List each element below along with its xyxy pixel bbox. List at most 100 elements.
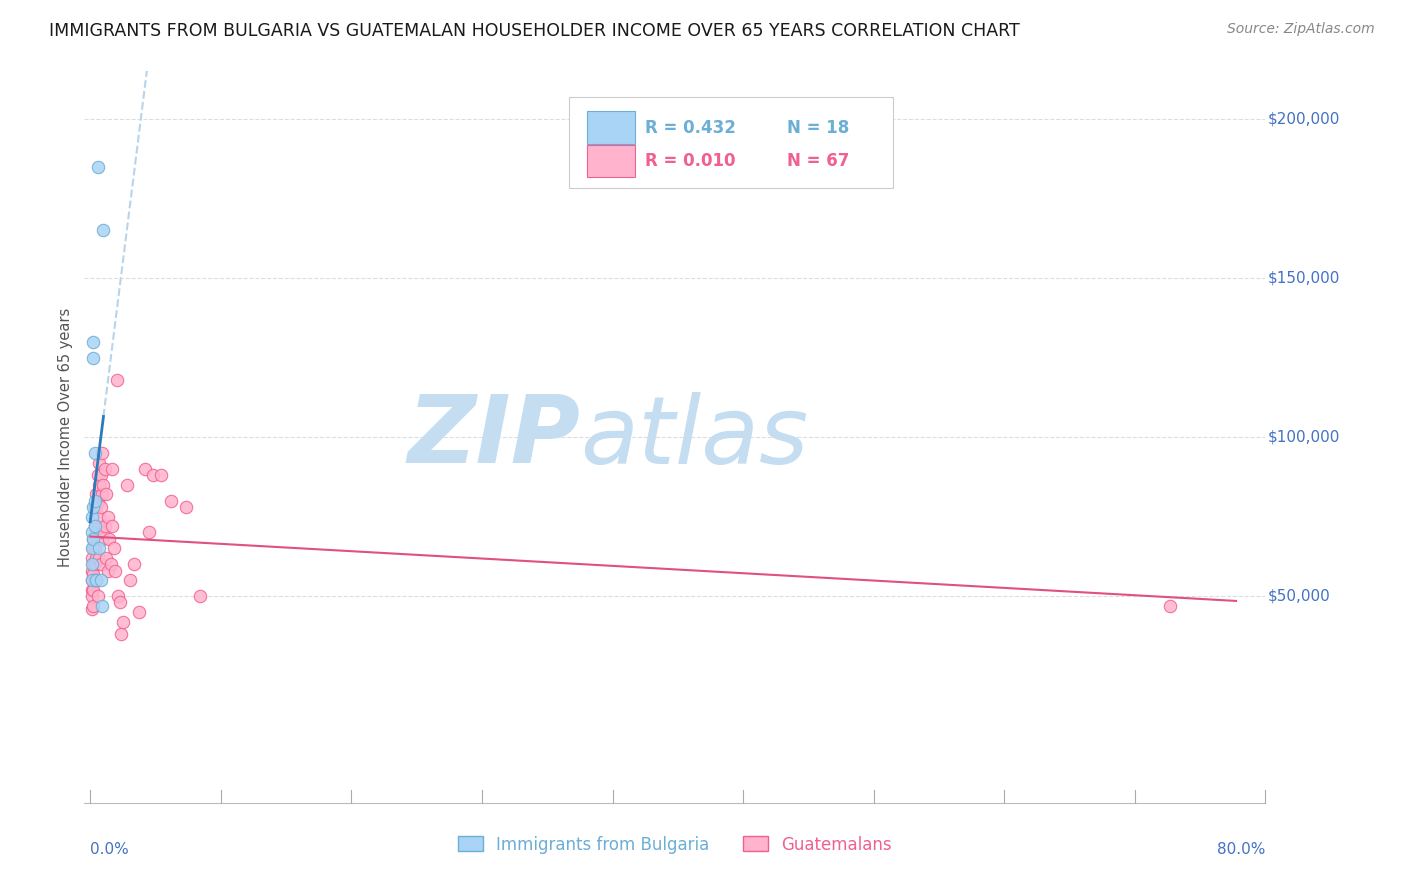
Point: [84, 573, 107, 587]
Text: $50,000: $50,000: [1268, 589, 1330, 604]
Point: [94, 519, 117, 533]
Point: [91, 599, 114, 613]
Point: [128, 605, 150, 619]
Point: [83, 519, 105, 533]
Point: [82, 566, 104, 581]
Point: [96, 550, 118, 565]
Point: [103, 541, 125, 556]
Point: [89, 500, 111, 514]
Point: [80, 564, 103, 578]
Point: [86, 160, 108, 174]
Text: $200,000: $200,000: [1268, 112, 1340, 127]
Y-axis label: Householder Income Over 65 years: Householder Income Over 65 years: [58, 308, 73, 566]
Point: [83, 573, 105, 587]
Text: N = 18: N = 18: [787, 119, 849, 136]
Point: [97, 564, 120, 578]
FancyBboxPatch shape: [588, 112, 634, 144]
Point: [83, 541, 105, 556]
Point: [108, 595, 131, 609]
Point: [89, 573, 111, 587]
Text: 0.0%: 0.0%: [90, 842, 129, 856]
Point: [118, 573, 141, 587]
Point: [82, 558, 104, 572]
Text: atlas: atlas: [581, 392, 808, 483]
Point: [91, 487, 114, 501]
Point: [111, 615, 134, 629]
Point: [80, 525, 103, 540]
Point: [80, 541, 103, 556]
Point: [86, 519, 108, 533]
Point: [100, 558, 122, 572]
Text: $100,000: $100,000: [1268, 430, 1340, 444]
Point: [160, 493, 183, 508]
Point: [82, 532, 104, 546]
Point: [87, 541, 110, 556]
Point: [86, 493, 108, 508]
Point: [80, 509, 103, 524]
Point: [82, 599, 104, 613]
Point: [83, 446, 105, 460]
Point: [80, 573, 103, 587]
Point: [174, 500, 197, 514]
Text: R = 0.432: R = 0.432: [645, 119, 737, 136]
FancyBboxPatch shape: [588, 145, 634, 178]
Text: N = 67: N = 67: [787, 153, 849, 170]
Point: [83, 558, 105, 572]
Point: [80, 558, 103, 572]
Point: [86, 468, 108, 483]
Point: [80, 582, 103, 597]
Point: [80, 589, 103, 603]
Point: [82, 334, 104, 349]
FancyBboxPatch shape: [568, 97, 893, 188]
Point: [101, 519, 124, 533]
Text: $150,000: $150,000: [1268, 270, 1340, 285]
Point: [89, 468, 111, 483]
Point: [83, 493, 105, 508]
Text: Source: ZipAtlas.com: Source: ZipAtlas.com: [1227, 22, 1375, 37]
Point: [98, 532, 121, 546]
Point: [149, 468, 172, 483]
Text: 80.0%: 80.0%: [1218, 842, 1265, 856]
Point: [82, 351, 104, 365]
Point: [104, 564, 127, 578]
Point: [142, 468, 165, 483]
Point: [97, 509, 120, 524]
Point: [110, 627, 132, 641]
Point: [105, 373, 128, 387]
Point: [82, 541, 104, 556]
Point: [115, 477, 138, 491]
Point: [91, 446, 114, 460]
Text: IMMIGRANTS FROM BULGARIA VS GUATEMALAN HOUSEHOLDER INCOME OVER 65 YEARS CORRELAT: IMMIGRANTS FROM BULGARIA VS GUATEMALAN H…: [49, 22, 1019, 40]
Point: [107, 589, 129, 603]
Point: [84, 525, 107, 540]
Point: [190, 589, 212, 603]
Point: [93, 477, 115, 491]
Point: [87, 477, 110, 491]
Point: [134, 462, 156, 476]
Point: [82, 532, 104, 546]
Point: [101, 462, 124, 476]
Point: [96, 487, 118, 501]
Point: [80, 573, 103, 587]
Point: [86, 589, 108, 603]
Point: [93, 525, 115, 540]
Point: [138, 525, 160, 540]
Point: [87, 550, 110, 565]
Point: [91, 532, 114, 546]
Text: R = 0.010: R = 0.010: [645, 153, 735, 170]
Point: [89, 558, 111, 572]
Legend: Immigrants from Bulgaria, Guatemalans: Immigrants from Bulgaria, Guatemalans: [451, 829, 898, 860]
Text: ZIP: ZIP: [408, 391, 581, 483]
Point: [87, 509, 110, 524]
Point: [80, 550, 103, 565]
Point: [83, 519, 105, 533]
Point: [87, 456, 110, 470]
Point: [84, 550, 107, 565]
Point: [84, 500, 107, 514]
Point: [84, 487, 107, 501]
Point: [1159, 599, 1181, 613]
Point: [82, 582, 104, 597]
Point: [80, 602, 103, 616]
Point: [124, 558, 146, 572]
Point: [84, 573, 107, 587]
